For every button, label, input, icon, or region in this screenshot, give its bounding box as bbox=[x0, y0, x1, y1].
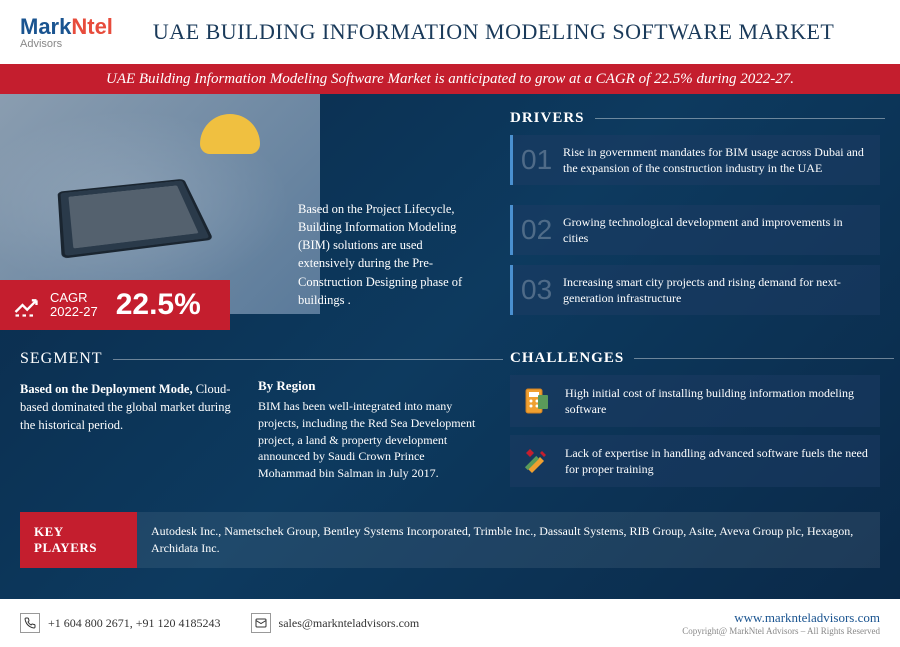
logo-mark: Mark bbox=[20, 14, 71, 39]
segment-header: SEGMENT bbox=[20, 350, 503, 368]
logo: MarkNtel Advisors bbox=[20, 14, 113, 50]
page-title: UAE BUILDING INFORMATION MODELING SOFTWA… bbox=[153, 20, 834, 44]
cagr-label-top: CAGR bbox=[50, 291, 98, 305]
footer-phone: +1 604 800 2671, +91 120 4185243 bbox=[20, 613, 221, 633]
keyplayers-text: Autodesk Inc., Nametschek Group, Bentley… bbox=[151, 523, 868, 557]
challenge-text: Lack of expertise in handling advanced s… bbox=[565, 445, 870, 477]
cagr-badge: CAGR 2022-27 22.5% bbox=[0, 280, 230, 330]
keyplayers: KEY PLAYERS Autodesk Inc., Nametschek Gr… bbox=[20, 512, 880, 568]
logo-ntel: Ntel bbox=[71, 14, 113, 39]
banner-text: UAE Building Information Modeling Softwa… bbox=[106, 71, 794, 88]
driver-text: Rise in government mandates for BIM usag… bbox=[563, 144, 870, 176]
drivers-header: DRIVERS bbox=[510, 110, 885, 127]
email-text: sales@marknteladvisors.com bbox=[279, 616, 420, 631]
logo-sub: Advisors bbox=[20, 38, 113, 50]
challenges-header: CHALLENGES bbox=[510, 350, 894, 367]
driver-text: Growing technological development and im… bbox=[563, 214, 870, 246]
challenge-item: High initial cost of installing building… bbox=[510, 375, 880, 427]
growth-icon bbox=[12, 291, 40, 319]
segment-title: SEGMENT bbox=[20, 350, 103, 368]
tablet-shape bbox=[58, 179, 214, 259]
footer-right: www.marknteladvisors.com Copyright@ Mark… bbox=[682, 610, 880, 636]
footer-copy: Copyright@ MarkNtel Advisors – All Right… bbox=[682, 626, 880, 636]
driver-num: 03 bbox=[521, 274, 552, 306]
tools-icon bbox=[520, 445, 552, 477]
infographic-page: MarkNtel Advisors UAE BUILDING INFORMATI… bbox=[0, 0, 900, 647]
cagr-label-bottom: 2022-27 bbox=[50, 305, 98, 319]
divider bbox=[634, 358, 894, 359]
cagr-value: 22.5% bbox=[116, 288, 201, 322]
driver-num: 02 bbox=[521, 214, 552, 246]
helmet-shape bbox=[200, 114, 260, 154]
banner: UAE Building Information Modeling Softwa… bbox=[0, 64, 900, 94]
keyplayers-label: KEY PLAYERS bbox=[20, 512, 137, 568]
driver-num: 01 bbox=[521, 144, 552, 176]
phone-icon bbox=[20, 613, 40, 633]
calculator-icon bbox=[520, 385, 552, 417]
challenges-title: CHALLENGES bbox=[510, 350, 624, 367]
divider bbox=[595, 118, 885, 119]
lifecycle-text: Based on the Project Lifecycle, Building… bbox=[298, 200, 478, 309]
cagr-label: CAGR 2022-27 bbox=[50, 291, 98, 320]
driver-item: 03 Increasing smart city projects and ri… bbox=[510, 265, 880, 315]
segment-deploy-prefix: Based on the Deployment Mode, bbox=[20, 382, 193, 396]
segment-deploy: Based on the Deployment Mode, Cloud-base… bbox=[20, 380, 235, 434]
logo-main: MarkNtel bbox=[20, 14, 113, 40]
drivers-title: DRIVERS bbox=[510, 110, 585, 127]
divider bbox=[113, 359, 503, 360]
segment-region-text: BIM has been well-integrated into many p… bbox=[258, 398, 483, 482]
email-icon bbox=[251, 613, 271, 633]
phone-text: +1 604 800 2671, +91 120 4185243 bbox=[48, 616, 221, 631]
driver-item: 01 Rise in government mandates for BIM u… bbox=[510, 135, 880, 185]
driver-text: Increasing smart city projects and risin… bbox=[563, 274, 870, 306]
challenge-item: Lack of expertise in handling advanced s… bbox=[510, 435, 880, 487]
footer-email: sales@marknteladvisors.com bbox=[251, 613, 420, 633]
footer: +1 604 800 2671, +91 120 4185243 sales@m… bbox=[0, 599, 900, 647]
driver-item: 02 Growing technological development and… bbox=[510, 205, 880, 255]
challenge-text: High initial cost of installing building… bbox=[565, 385, 870, 417]
footer-left: +1 604 800 2671, +91 120 4185243 sales@m… bbox=[20, 613, 419, 633]
footer-url: www.marknteladvisors.com bbox=[682, 610, 880, 626]
segment-region-title: By Region bbox=[258, 378, 315, 394]
header: MarkNtel Advisors UAE BUILDING INFORMATI… bbox=[0, 0, 900, 64]
